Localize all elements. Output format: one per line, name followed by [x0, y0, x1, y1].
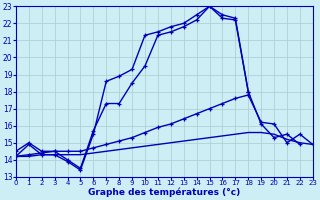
X-axis label: Graphe des températures (°c): Graphe des températures (°c)	[88, 188, 240, 197]
